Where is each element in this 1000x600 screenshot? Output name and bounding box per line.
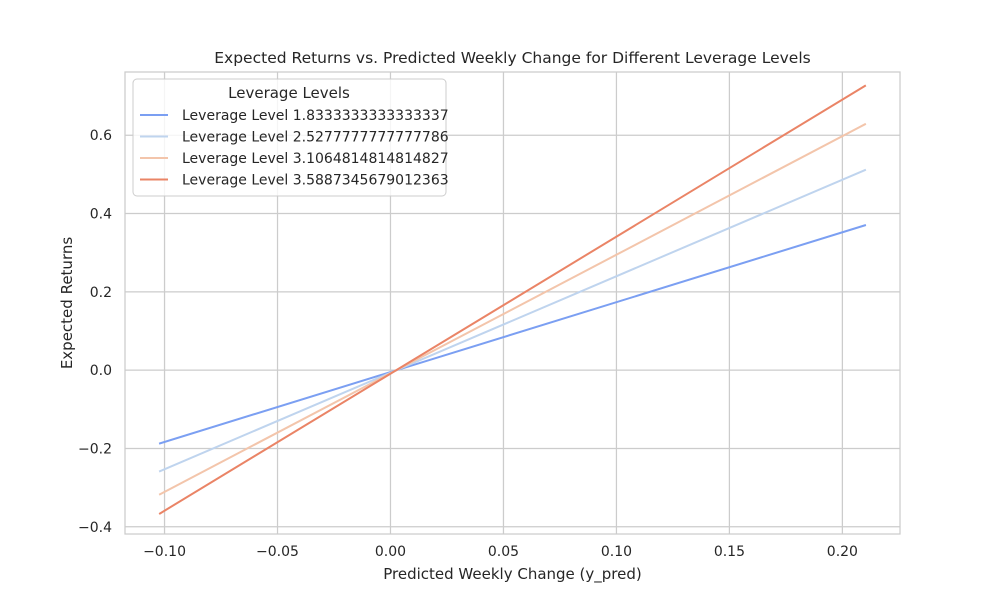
legend-box [132, 78, 447, 197]
series-line-1 [158, 224, 867, 445]
x-tick-label: −0.05 [256, 544, 299, 560]
legend-label-1: Leverage Level 1.8333333333333337 [182, 108, 449, 124]
chart-title: Expected Returns vs. Predicted Weekly Ch… [214, 49, 810, 67]
legend-title: Leverage Levels [228, 84, 350, 102]
legend-label-4: Leverage Level 3.5887345679012363 [182, 173, 449, 189]
x-tick-label: −0.10 [143, 544, 186, 560]
y-tick-label: 0.6 [90, 128, 112, 144]
legend-label-3: Leverage Level 3.1064814814814827 [182, 151, 449, 167]
y-tick-label: −0.2 [78, 441, 112, 457]
y-tick-label: −0.4 [78, 520, 112, 536]
legend-entries: Leverage Level 1.8333333333333337 Leverag… [140, 108, 449, 189]
legend: Leverage Levels Leverage Level 1.8333333… [132, 78, 449, 197]
y-tick-label: 0.0 [90, 363, 112, 379]
series-layer [158, 84, 867, 515]
x-tick-label: 0.00 [375, 544, 406, 560]
x-axis-label: Predicted Weekly Change (y_pred) [383, 565, 641, 584]
x-tick-label: 0.20 [827, 544, 858, 560]
y-axis-label: Expected Returns [58, 237, 76, 370]
x-tick-label: 0.15 [714, 544, 745, 560]
y-tick-label: 0.2 [90, 285, 112, 301]
series-line-2 [158, 168, 867, 473]
legend-label-2: Leverage Level 2.5277777777777786 [182, 130, 449, 146]
y-tick-label: 0.4 [90, 207, 112, 223]
y-tick-labels: −0.4 −0.2 0.0 0.2 0.4 0.6 [78, 128, 112, 536]
x-tick-labels: −0.10 −0.05 0.00 0.05 0.10 0.15 0.20 [143, 544, 858, 560]
x-tick-label: 0.05 [488, 544, 519, 560]
series-line-3 [158, 122, 867, 496]
x-tick-label: 0.10 [601, 544, 632, 560]
series-line-4 [158, 84, 867, 515]
plot-frame [124, 71, 901, 535]
